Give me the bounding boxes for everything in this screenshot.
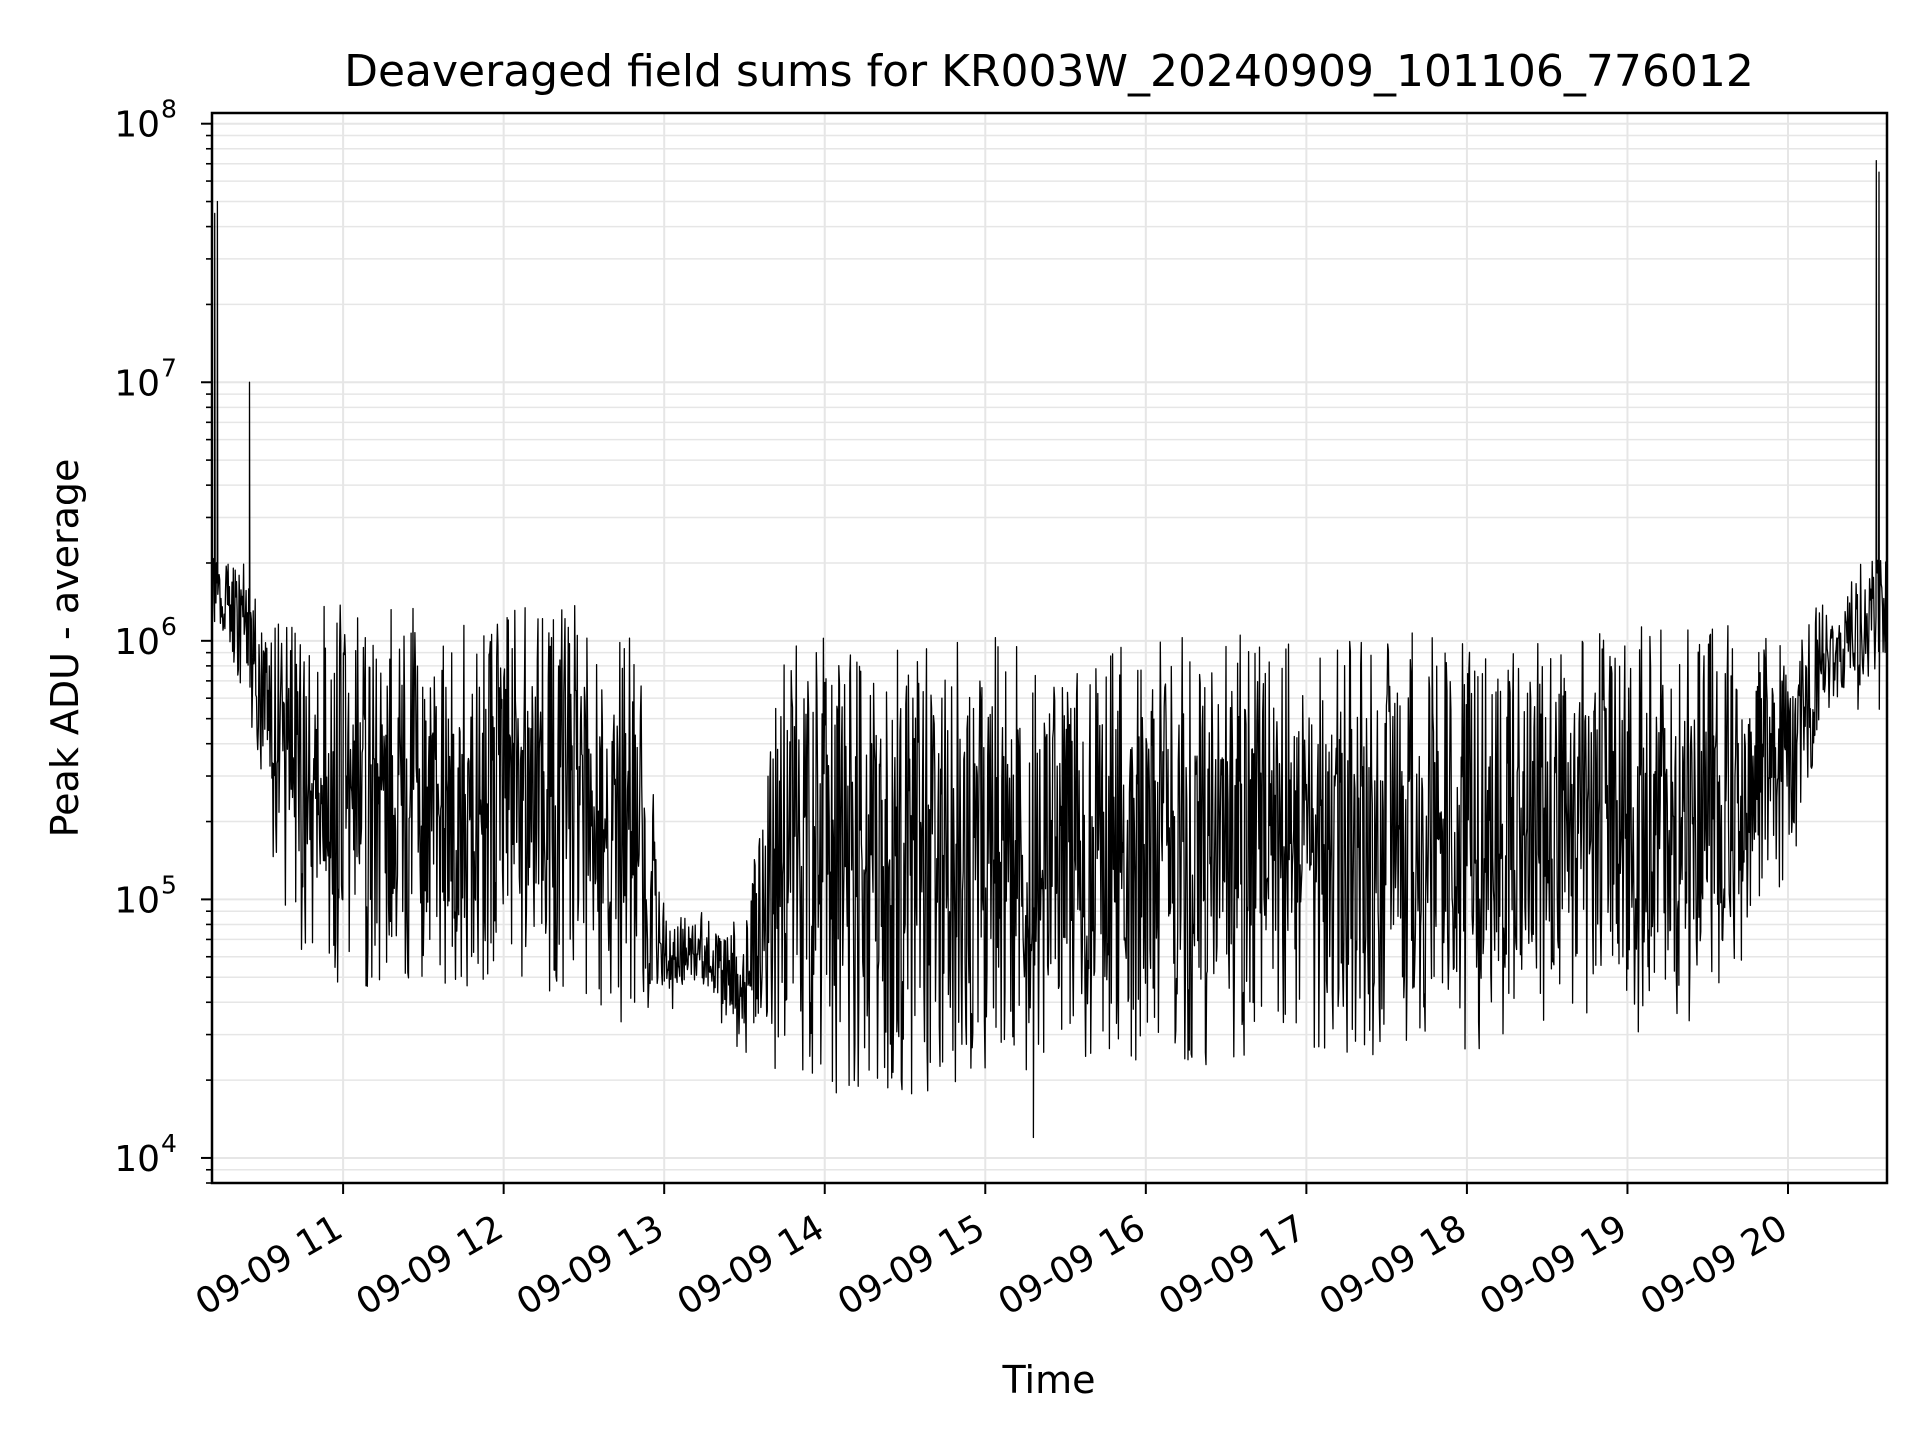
y-tick-label-exponent: 6	[161, 612, 177, 641]
series-line	[211, 159, 1888, 1139]
x-axis-label: Time	[1002, 1358, 1096, 1402]
chart-title: Deaveraged field sums for KR003W_2024090…	[344, 46, 1754, 97]
y-tick-label-base: 10	[114, 363, 160, 404]
y-tick-label-exponent: 7	[161, 353, 177, 382]
y-tick-label-exponent: 4	[161, 1129, 177, 1158]
plot-frame	[210, 111, 1889, 1185]
y-axis-label: Peak ADU - average	[43, 459, 87, 838]
y-tick-label-exponent: 8	[161, 95, 177, 124]
y-tick-label-base: 10	[114, 622, 160, 663]
y-tick-label-base: 10	[114, 105, 160, 146]
y-tick-label-base: 10	[114, 1139, 160, 1180]
y-tick-label-exponent: 5	[161, 870, 177, 899]
series-peak-adu	[211, 159, 1888, 1139]
y-tick-label-base: 10	[114, 880, 160, 921]
